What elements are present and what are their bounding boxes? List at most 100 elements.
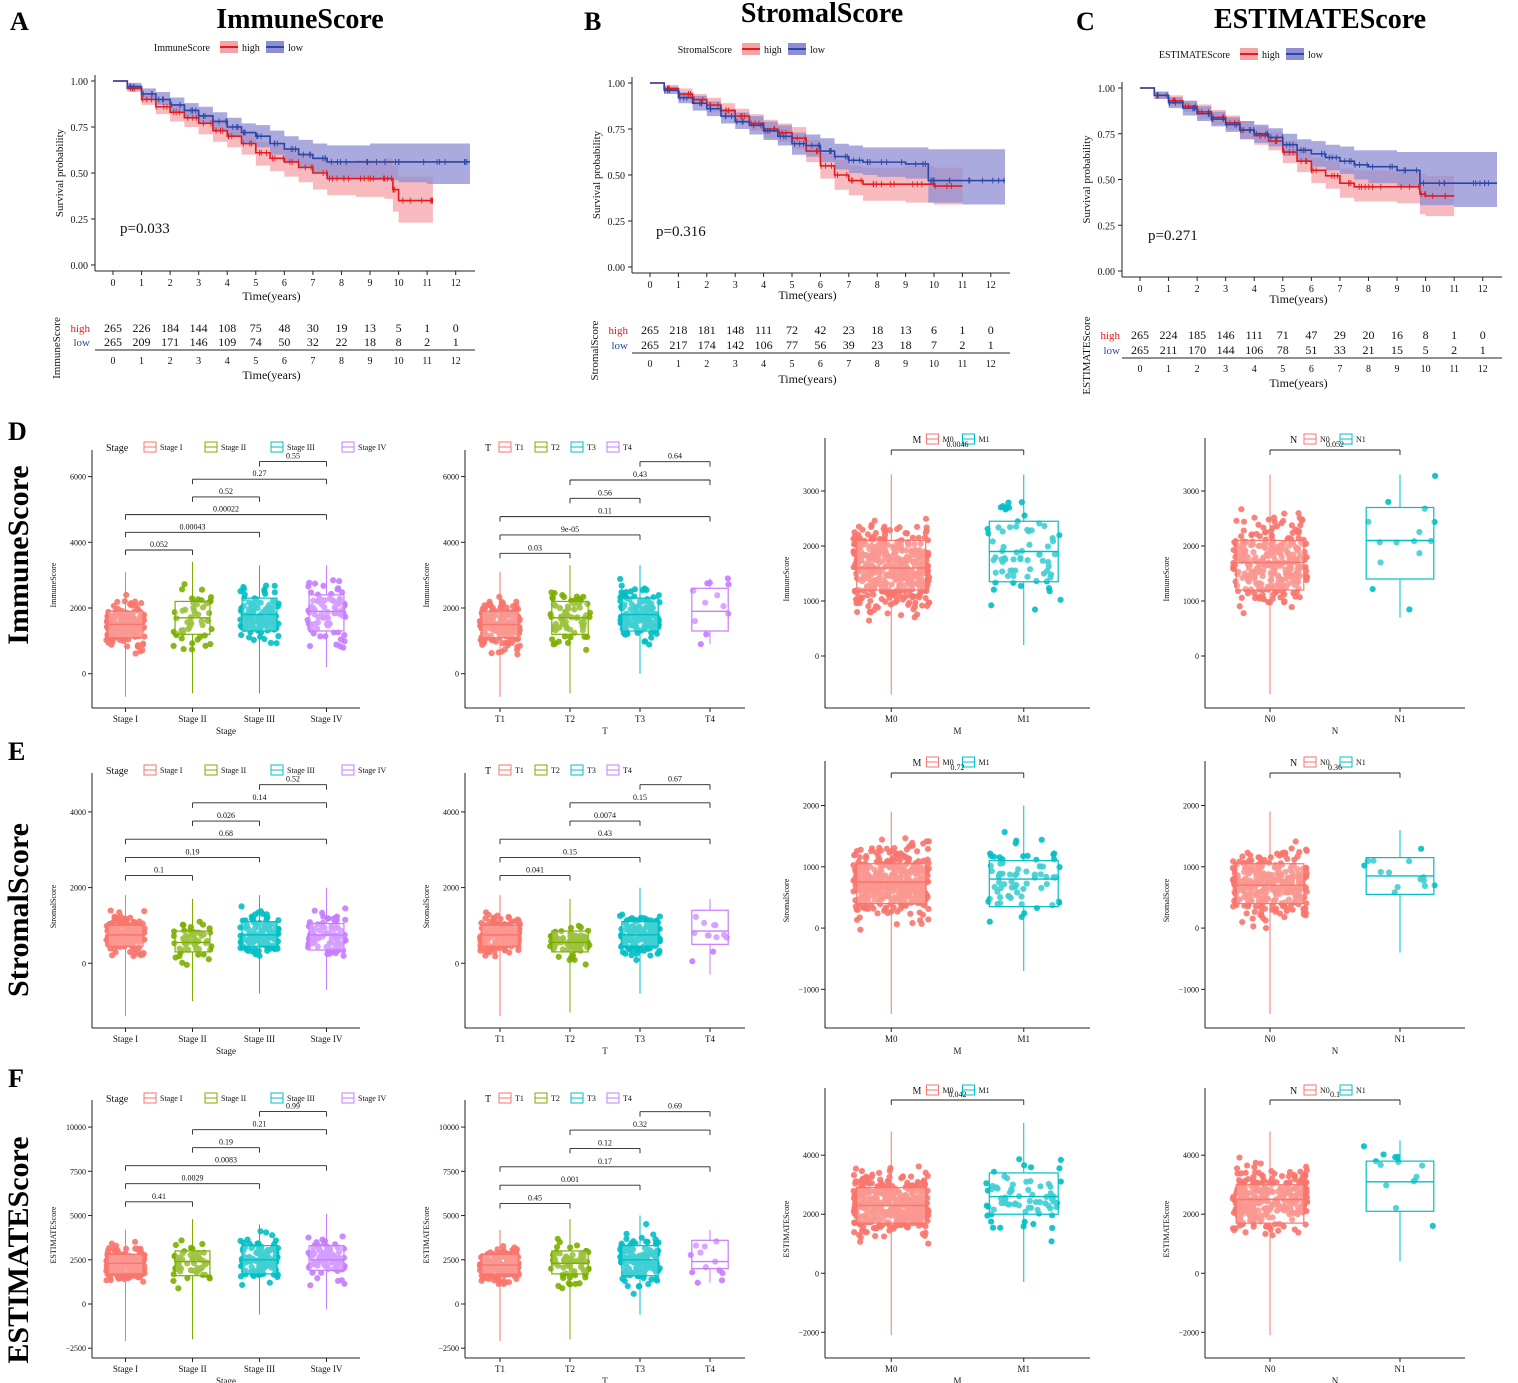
jitter-point	[121, 628, 128, 635]
jitter-point	[922, 515, 930, 522]
risk-count-high: 47	[1305, 328, 1317, 342]
comparison-p-value: 0.0029	[182, 1174, 204, 1183]
risk-count-low: 265	[641, 338, 659, 352]
risk-x-tick-label: 2	[168, 356, 173, 367]
box-y-label: StromalScore	[782, 878, 791, 922]
jitter-point	[114, 598, 121, 605]
box-y-tick-label: −1000	[1178, 985, 1199, 994]
box-iqr	[308, 922, 345, 951]
jitter-point	[139, 951, 146, 958]
box-y-tick-label: 1000	[1183, 597, 1199, 606]
jitter-point	[131, 1238, 139, 1245]
box-x-tick-label: M1	[1017, 714, 1030, 724]
comparison-p-value: 0.11	[598, 507, 612, 516]
box-y-tick-label: 0	[815, 652, 819, 661]
jitter-point	[337, 636, 344, 643]
km-x-tick-label: 1	[1166, 284, 1171, 295]
km-x-tick-label: 5	[253, 278, 258, 289]
legend-title: T	[485, 766, 491, 777]
km-y-label: Survival probability	[1081, 135, 1093, 224]
jitter-point	[266, 601, 273, 608]
legend-label: M1	[979, 758, 990, 767]
risk-x-tick-label: 11	[958, 359, 968, 370]
jitter-point	[550, 641, 557, 648]
p-value: p=0.271	[1148, 228, 1198, 244]
risk-count-high: 111	[1246, 328, 1263, 342]
jitter-point	[489, 604, 496, 611]
risk-count-high: 226	[133, 321, 151, 335]
jitter-point	[925, 599, 932, 606]
risk-count-high: 48	[278, 321, 290, 335]
risk-x-tick-label: 5	[253, 356, 258, 367]
box-x-tick-label: N1	[1395, 1034, 1406, 1044]
km-x-tick-label: 5	[790, 280, 795, 291]
km-y-tick-label: 0.25	[71, 215, 89, 226]
legend-label: T4	[623, 1094, 632, 1103]
risk-count-low: 56	[814, 338, 826, 352]
risk-x-tick-label: 5	[1280, 364, 1285, 375]
jitter-point	[997, 504, 1004, 511]
comparison-p-value: 0.36	[1328, 763, 1342, 772]
legend-title: M	[913, 435, 922, 446]
jitter-point	[186, 623, 193, 631]
jitter-point	[1253, 530, 1260, 538]
risk-count-high: 0	[453, 321, 459, 335]
risk-count-low: 78	[1277, 343, 1289, 357]
comparison-p-value: 0.1	[154, 866, 164, 875]
risk-count-high: 185	[1188, 328, 1206, 342]
box-x-tick-label: N0	[1265, 1034, 1276, 1044]
jitter-point	[1236, 603, 1243, 610]
panel-label: D	[8, 417, 27, 446]
risk-x-label: Time(years)	[242, 368, 300, 382]
legend-label: T4	[623, 443, 632, 452]
jitter-point	[328, 590, 335, 598]
jitter-point	[109, 952, 116, 959]
km-x-tick-label: 7	[310, 278, 315, 289]
jitter-point	[1239, 918, 1246, 926]
box-iqr	[691, 587, 729, 632]
row-score-label: ESTIMATEScore	[2, 1136, 35, 1363]
box-x-tick-label: T4	[705, 1364, 715, 1374]
risk-count-low: 39	[843, 338, 855, 352]
box-y-tick-label: 2000	[803, 542, 819, 551]
comparison-p-value: 0.43	[633, 470, 647, 479]
jitter-point	[490, 626, 497, 633]
jitter-point	[621, 590, 628, 597]
jitter-point	[1267, 854, 1274, 861]
jitter-point	[246, 634, 253, 641]
legend-label: Stage II	[221, 1094, 246, 1103]
jitter-point	[1252, 903, 1260, 910]
km-curve-low	[1140, 87, 1497, 184]
jitter-point	[1249, 915, 1256, 922]
km-x-tick-label: 1	[676, 280, 681, 291]
jitter-point	[134, 605, 141, 612]
jitter-point	[205, 610, 213, 617]
comparison-p-value: 0.19	[219, 1138, 233, 1147]
jitter-point	[1303, 847, 1310, 855]
legend-label: Stage II	[221, 766, 246, 775]
box-x-tick-label: Stage I	[113, 1034, 138, 1044]
jitter-point	[178, 1237, 185, 1244]
jitter-point	[202, 642, 209, 649]
jitter-point	[853, 906, 860, 913]
risk-count-high: 224	[1160, 328, 1178, 342]
box-x-tick-label: T3	[635, 714, 645, 724]
box-y-tick-label: 1000	[803, 597, 819, 606]
jitter-point	[127, 600, 134, 607]
jitter-point	[181, 581, 188, 588]
km-x-tick-label: 12	[451, 278, 461, 289]
risk-count-high: 265	[1131, 328, 1149, 342]
risk-x-tick-label: 3	[1223, 364, 1228, 375]
km-x-tick-label: 7	[1337, 284, 1342, 295]
jitter-point	[262, 1229, 270, 1236]
jitter-point	[263, 911, 270, 918]
box-x-tick-label: Stage IV	[311, 714, 343, 724]
jitter-point	[123, 643, 131, 650]
box-y-tick-label: 0	[455, 959, 459, 968]
jitter-point	[1001, 828, 1008, 836]
jitter-point	[896, 857, 904, 864]
km-y-tick-label: 1.00	[71, 77, 89, 88]
jitter-point	[1297, 522, 1304, 529]
jitter-point	[1432, 472, 1439, 479]
box-iqr	[107, 924, 144, 947]
